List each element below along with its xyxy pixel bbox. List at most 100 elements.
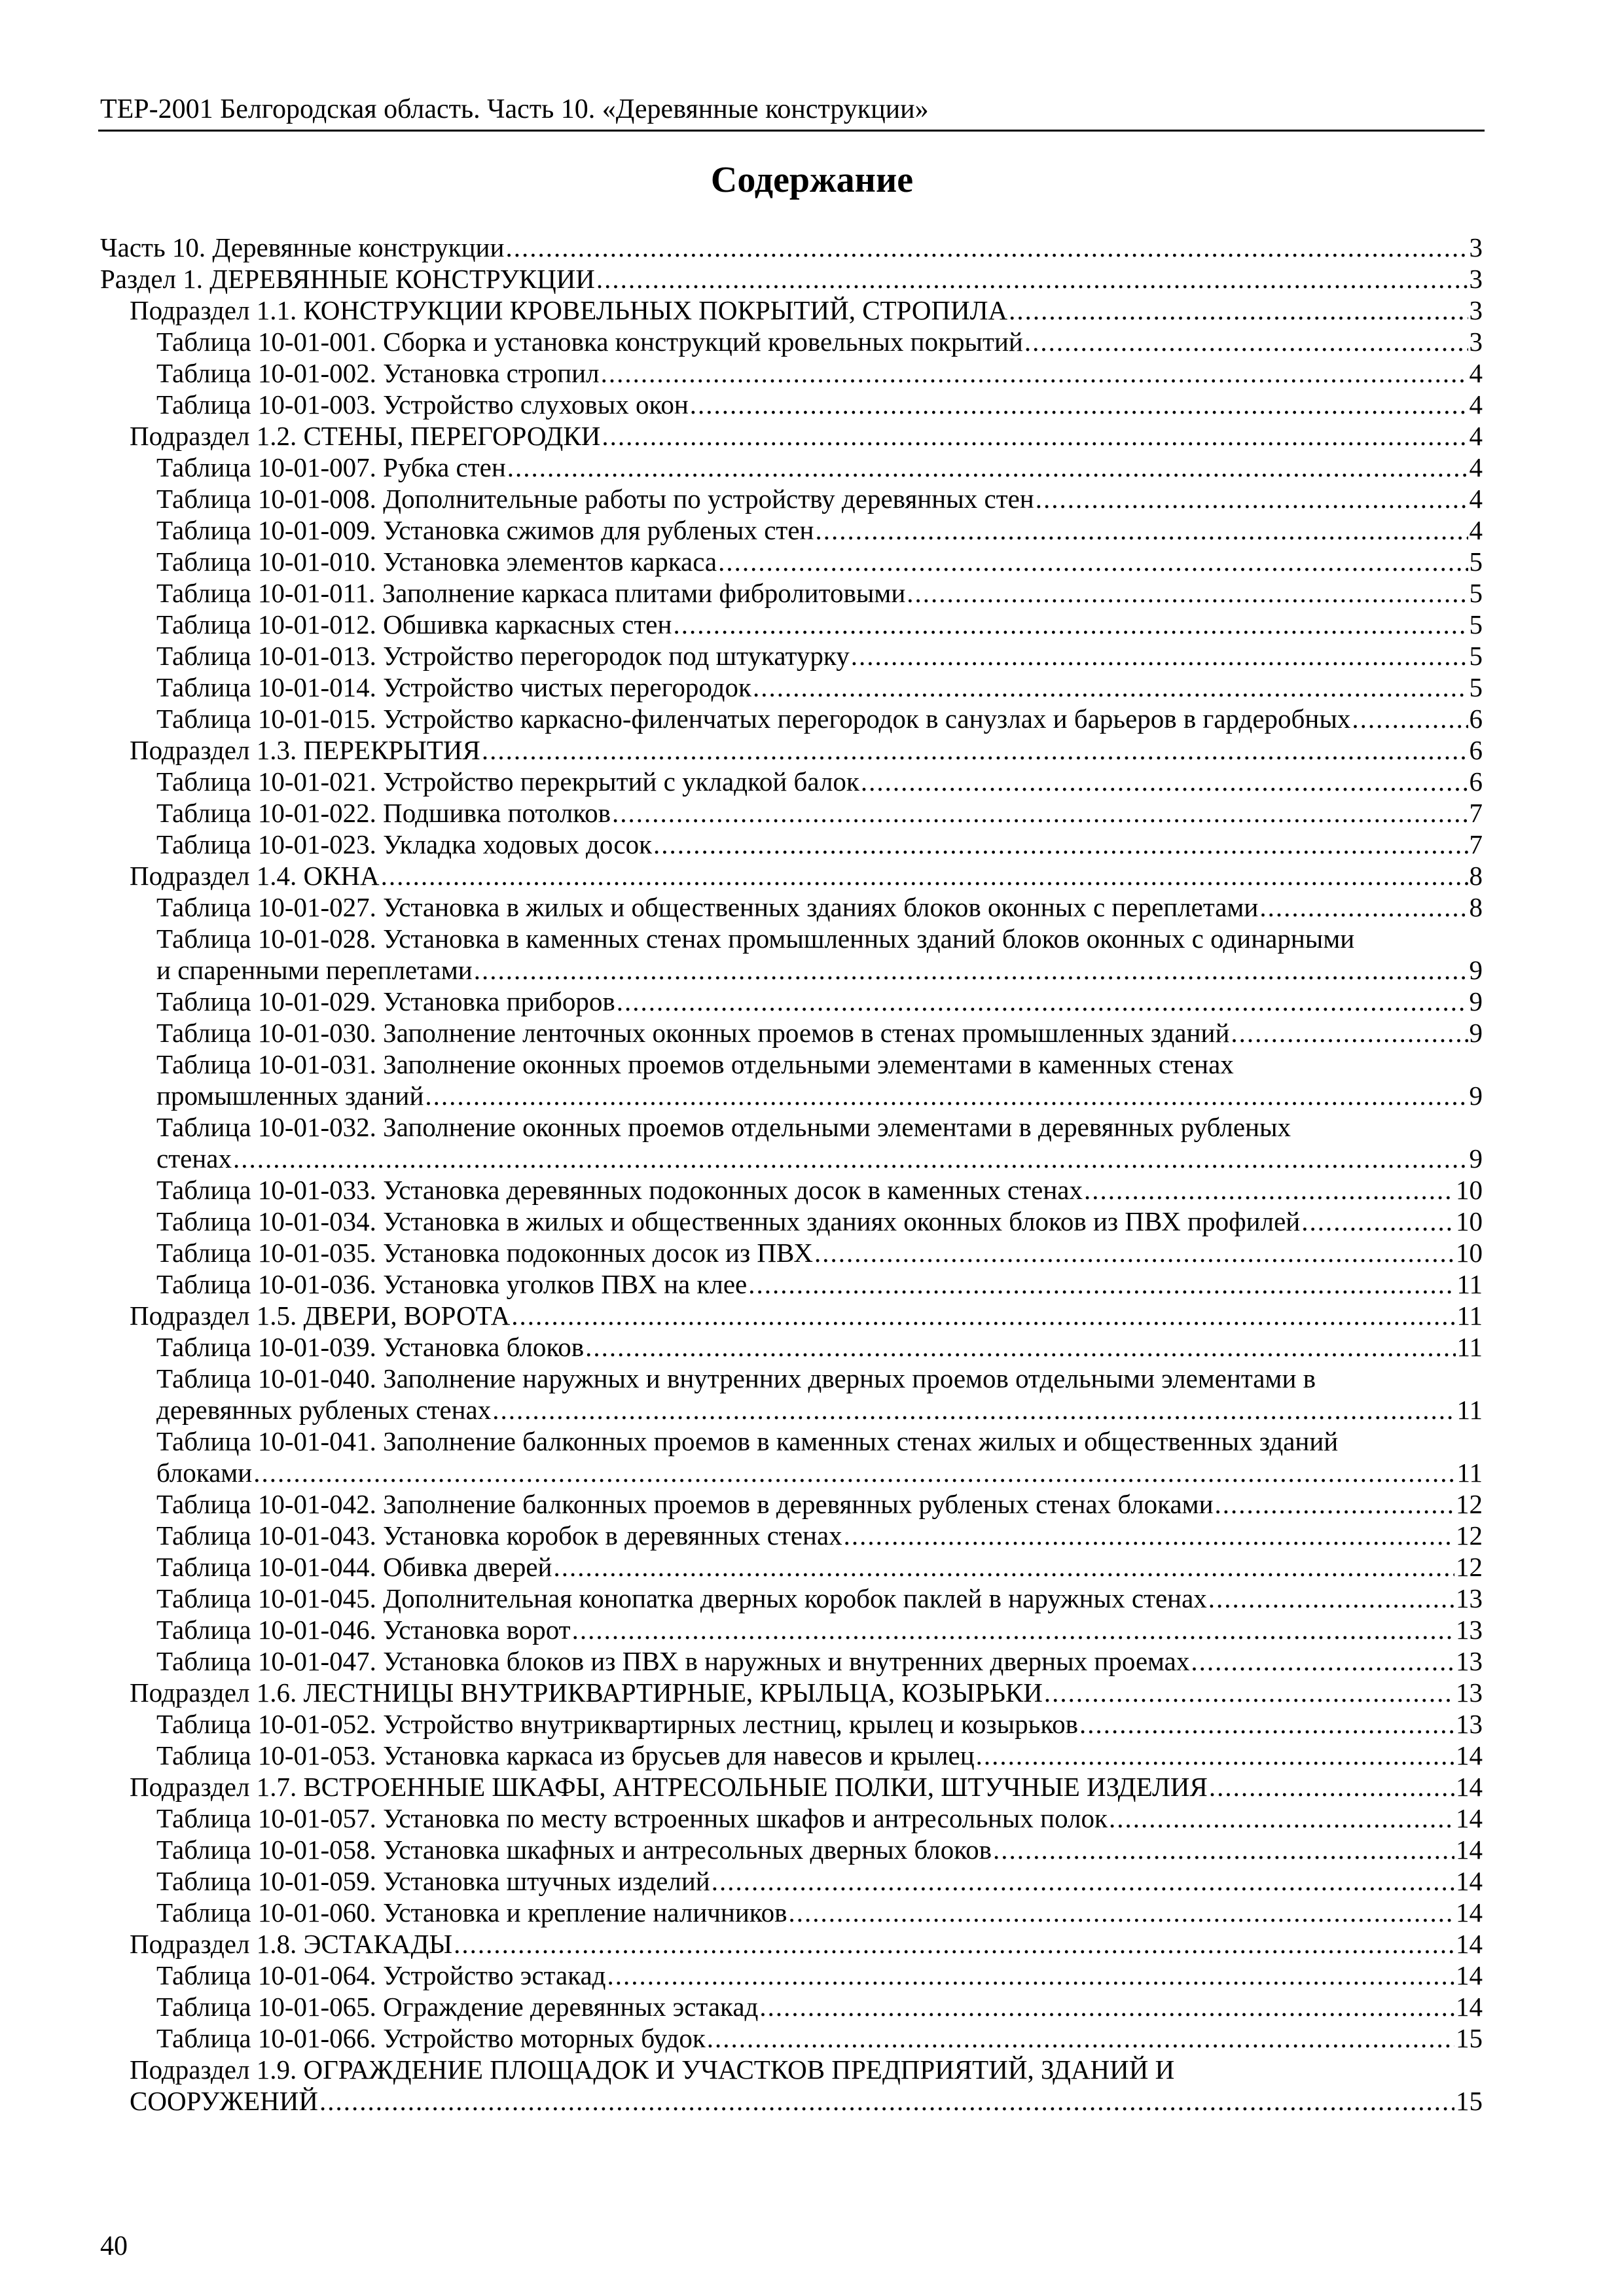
toc-entry[interactable]: Таблица 10-01-030. Заполнение ленточных … <box>100 1017 1483 1049</box>
toc-entry[interactable]: Подраздел 1.5. ДВЕРИ, ВОРОТА 11 <box>100 1300 1483 1331</box>
toc-entry[interactable]: Раздел 1. ДЕРЕВЯННЫЕ КОНСТРУКЦИИ 3 <box>100 263 1483 295</box>
dot-leader <box>1044 1677 1454 1708</box>
toc-entry[interactable]: Таблица 10-01-052. Устройство внутриквар… <box>100 1708 1483 1740</box>
dot-leader <box>1191 1645 1454 1677</box>
toc-entry[interactable]: Подраздел 1.7. ВСТРОЕННЫЕ ШКАФЫ, АНТРЕСО… <box>100 1771 1483 1803</box>
toc-entry-title: Таблица 10-01-036. Установка уголков ПВХ… <box>156 1269 748 1299</box>
toc-entry-page: 5 <box>1469 547 1483 577</box>
toc-entry[interactable]: Подраздел 1.6. ЛЕСТНИЦЫ ВНУТРИКВАРТИРНЫЕ… <box>100 1677 1483 1708</box>
dot-leader <box>1208 1583 1454 1614</box>
toc-entry[interactable]: Таблица 10-01-012. Обшивка каркасных сте… <box>100 609 1483 640</box>
toc-entry[interactable]: Таблица 10-01-001. Сборка и установка ко… <box>100 326 1483 357</box>
toc-entry[interactable]: Подраздел 1.9. ОГРАЖДЕНИЕ ПЛОЩАДОК И УЧА… <box>100 2054 1483 2117</box>
toc-entry[interactable]: Таблица 10-01-039. Установка блоков 11 <box>100 1331 1483 1363</box>
dot-leader <box>1259 891 1468 923</box>
toc-entry[interactable]: Таблица 10-01-046. Установка ворот 13 <box>100 1614 1483 1645</box>
toc-entry[interactable]: Таблица 10-01-035. Установка подоконных … <box>100 1237 1483 1268</box>
toc-entry-page: 11 <box>1456 1269 1483 1299</box>
toc-entry[interactable]: Таблица 10-01-033. Установка деревянных … <box>100 1174 1483 1206</box>
toc-entry[interactable]: Таблица 10-01-007. Рубка стен 4 <box>100 452 1483 483</box>
toc-entry[interactable]: Подраздел 1.1. КОНСТРУКЦИИ КРОВЕЛЬНЫХ ПО… <box>100 295 1483 326</box>
dot-leader <box>482 734 1468 766</box>
toc-entry-page: 14 <box>1456 1740 1483 1770</box>
toc-entry-title: Таблица 10-01-001. Сборка и установка ко… <box>156 327 1023 357</box>
toc-entry[interactable]: Часть 10. Деревянные конструкции 3 <box>100 232 1483 263</box>
toc-entry-title: Подраздел 1.8. ЭСТАКАДЫ <box>130 1929 453 1959</box>
toc-entry-page: 7 <box>1469 829 1483 859</box>
toc-entry[interactable]: Таблица 10-01-015. Устройство каркасно-ф… <box>100 703 1483 734</box>
dot-leader <box>1231 1017 1468 1049</box>
toc-entry-line: Таблица 10-01-029. Установка приборов 9 <box>156 986 1483 1017</box>
dot-leader <box>505 232 1468 263</box>
dot-leader <box>1352 703 1468 734</box>
toc-entry[interactable]: Таблица 10-01-009. Установка сжимов для … <box>100 514 1483 546</box>
toc-entry[interactable]: Таблица 10-01-027. Установка в жилых и о… <box>100 891 1483 923</box>
toc-entry[interactable]: Таблица 10-01-043. Установка коробок в д… <box>100 1520 1483 1551</box>
toc-entry[interactable]: Таблица 10-01-031. Заполнение оконных пр… <box>100 1049 1483 1111</box>
toc-entry[interactable]: Таблица 10-01-022. Подшивка потолков 7 <box>100 797 1483 829</box>
toc-entry[interactable]: Таблица 10-01-032. Заполнение оконных пр… <box>100 1111 1483 1174</box>
toc-entry-title-continued: СООРУЖЕНИЙ <box>130 2086 318 2116</box>
toc-entry-title: Таблица 10-01-011. Заполнение каркаса пл… <box>156 578 906 608</box>
toc-entry-line: Таблица 10-01-059. Установка штучных изд… <box>156 1865 1483 1897</box>
toc-entry[interactable]: Таблица 10-01-023. Укладка ходовых досок… <box>100 829 1483 860</box>
dot-leader <box>381 860 1468 891</box>
toc-entry-title: Таблица 10-01-003. Устройство слуховых о… <box>156 389 689 420</box>
toc-entry[interactable]: Подраздел 1.4. ОКНА 8 <box>100 860 1483 891</box>
toc-entry[interactable]: Таблица 10-01-008. Дополнительные работы… <box>100 483 1483 514</box>
toc-entry[interactable]: Таблица 10-01-042. Заполнение балконных … <box>100 1488 1483 1520</box>
toc-entry[interactable]: Подраздел 1.3. ПЕРЕКРЫТИЯ 6 <box>100 734 1483 766</box>
toc-entry[interactable]: Таблица 10-01-036. Установка уголков ПВХ… <box>100 1268 1483 1300</box>
toc-entry[interactable]: Таблица 10-01-041. Заполнение балконных … <box>100 1426 1483 1488</box>
toc-entry[interactable]: Таблица 10-01-047. Установка блоков из П… <box>100 1645 1483 1677</box>
toc-entry[interactable]: Таблица 10-01-057. Установка по месту вс… <box>100 1803 1483 1834</box>
toc-entry-page: 11 <box>1456 1395 1483 1425</box>
dot-leader <box>976 1740 1454 1771</box>
toc-entry[interactable]: Таблица 10-01-059. Установка штучных изд… <box>100 1865 1483 1897</box>
toc-entry[interactable]: Таблица 10-01-066. Устройство моторных б… <box>100 2022 1483 2054</box>
toc-entry[interactable]: Таблица 10-01-065. Ограждение деревянных… <box>100 1991 1483 2022</box>
toc-entry-page: 4 <box>1469 358 1483 388</box>
dot-leader <box>454 1928 1454 1960</box>
toc-entry[interactable]: Таблица 10-01-064. Устройство эстакад 14 <box>100 1960 1483 1991</box>
toc-entry[interactable]: Таблица 10-01-010. Установка элементов к… <box>100 546 1483 577</box>
toc-entry[interactable]: Таблица 10-01-021. Устройство перекрытий… <box>100 766 1483 797</box>
toc-entry[interactable]: Таблица 10-01-044. Обивка дверей 12 <box>100 1551 1483 1583</box>
dot-leader <box>815 514 1468 546</box>
toc-entry-title-continued: промышленных зданий <box>156 1081 424 1111</box>
toc-entry[interactable]: Таблица 10-01-053. Установка каркаса из … <box>100 1740 1483 1771</box>
dot-leader <box>1209 1771 1454 1803</box>
toc-entry[interactable]: Таблица 10-01-045. Дополнительная конопа… <box>100 1583 1483 1614</box>
dot-leader <box>1024 326 1468 357</box>
dot-leader <box>759 1991 1454 2022</box>
toc-entry-title: Таблица 10-01-023. Укладка ходовых досок <box>156 829 653 859</box>
toc-entry-title: Таблица 10-01-041. Заполнение балконных … <box>156 1426 1339 1456</box>
toc-entry[interactable]: Таблица 10-01-002. Установка стропил 4 <box>100 357 1483 389</box>
toc-entry[interactable]: Подраздел 1.2. СТЕНЫ, ПЕРЕГОРОДКИ 4 <box>100 420 1483 452</box>
toc-entry[interactable]: Таблица 10-01-060. Установка и крепление… <box>100 1897 1483 1928</box>
dot-leader <box>425 1080 1468 1111</box>
toc-entry-page: 12 <box>1456 1552 1483 1582</box>
dot-leader <box>1215 1488 1454 1520</box>
toc-entry[interactable]: Таблица 10-01-013. Устройство перегородо… <box>100 640 1483 672</box>
toc-entry[interactable]: Таблица 10-01-011. Заполнение каркаса пл… <box>100 577 1483 609</box>
dot-leader <box>617 986 1468 1017</box>
dot-leader <box>993 1834 1454 1865</box>
toc-entry-page: 13 <box>1456 1709 1483 1739</box>
toc-entry-line: СООРУЖЕНИЙ 15 <box>130 2085 1483 2117</box>
toc-entry[interactable]: Таблица 10-01-028. Установка в каменных … <box>100 923 1483 986</box>
toc-entry-title: Таблица 10-01-042. Заполнение балконных … <box>156 1489 1214 1519</box>
toc-entry[interactable]: Таблица 10-01-029. Установка приборов 9 <box>100 986 1483 1017</box>
toc-entry-line: Подраздел 1.5. ДВЕРИ, ВОРОТА 11 <box>130 1300 1483 1331</box>
toc-entry[interactable]: Таблица 10-01-003. Устройство слуховых о… <box>100 389 1483 420</box>
dot-leader <box>814 1237 1454 1268</box>
toc-entry[interactable]: Подраздел 1.8. ЭСТАКАДЫ 14 <box>100 1928 1483 1960</box>
toc-entry-page: 14 <box>1456 1866 1483 1896</box>
toc-entry[interactable]: Таблица 10-01-014. Устройство чистых пер… <box>100 672 1483 703</box>
toc-entry[interactable]: Таблица 10-01-034. Установка в жилых и о… <box>100 1206 1483 1237</box>
toc-entry[interactable]: Таблица 10-01-040. Заполнение наружных и… <box>100 1363 1483 1426</box>
toc-entry-title: Таблица 10-01-046. Установка ворот <box>156 1615 571 1645</box>
toc-entry[interactable]: Таблица 10-01-058. Установка шкафных и а… <box>100 1834 1483 1865</box>
toc-entry-page: 4 <box>1469 515 1483 545</box>
toc-entry-title: Подраздел 1.7. ВСТРОЕННЫЕ ШКАФЫ, АНТРЕСО… <box>130 1772 1208 1802</box>
